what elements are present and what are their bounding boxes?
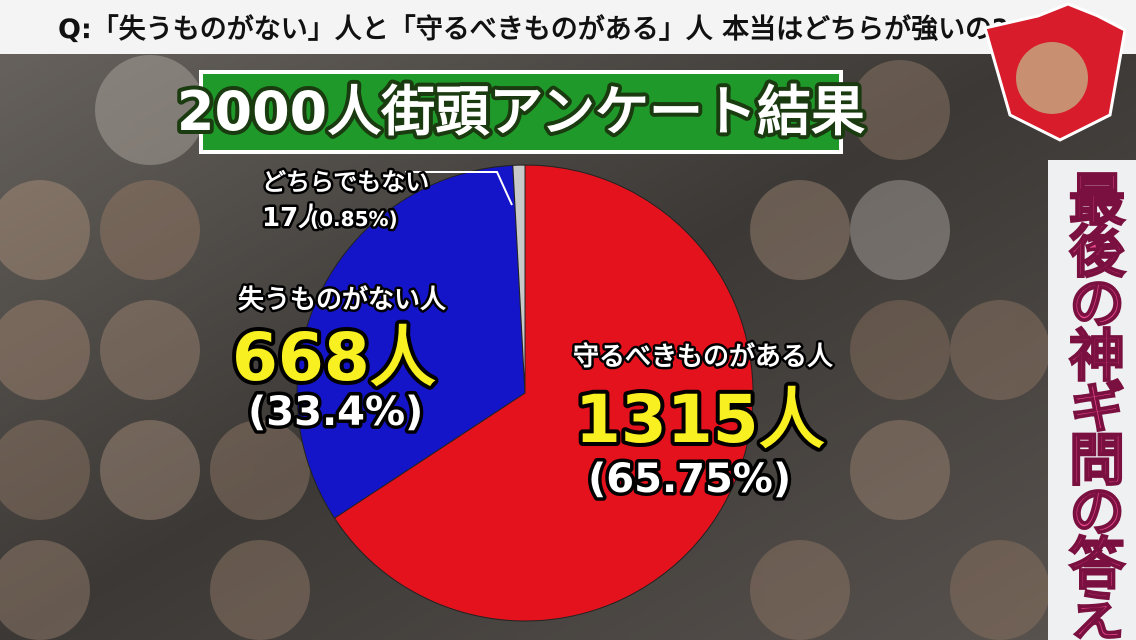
category-label: 守るべきものがある人: [573, 341, 833, 372]
leader-line: [405, 171, 513, 206]
pie-slice: [512, 164, 526, 394]
percent-label: (33.4%): [248, 389, 423, 435]
value-label: 17人: [262, 203, 324, 233]
pie-slice: [296, 164, 526, 519]
question: Q:「失うものがない」人と「守るべきものがある」人 本当はどちらが強いの?: [58, 13, 1008, 45]
title-box: [199, 70, 843, 154]
side-caption: 最後の神ギ問の答え: [1059, 169, 1126, 639]
top-bar: [0, 0, 1136, 54]
host: [1016, 42, 1088, 114]
category-label: どちらでもない: [262, 168, 429, 196]
chart-title: 2000人街頭アンケート結果: [177, 80, 865, 143]
category-label: 失うものがない人: [238, 284, 446, 315]
value-label: 1315人: [575, 381, 825, 458]
pie-slice: [333, 164, 754, 622]
percent-label: (0.85%): [310, 207, 398, 231]
percent-label: (65.75%): [588, 456, 791, 502]
blurred-faces: [0, 55, 1050, 640]
value-label: 668人: [232, 319, 436, 396]
side-panel: 最後の神ギ問の答え: [1048, 160, 1136, 640]
